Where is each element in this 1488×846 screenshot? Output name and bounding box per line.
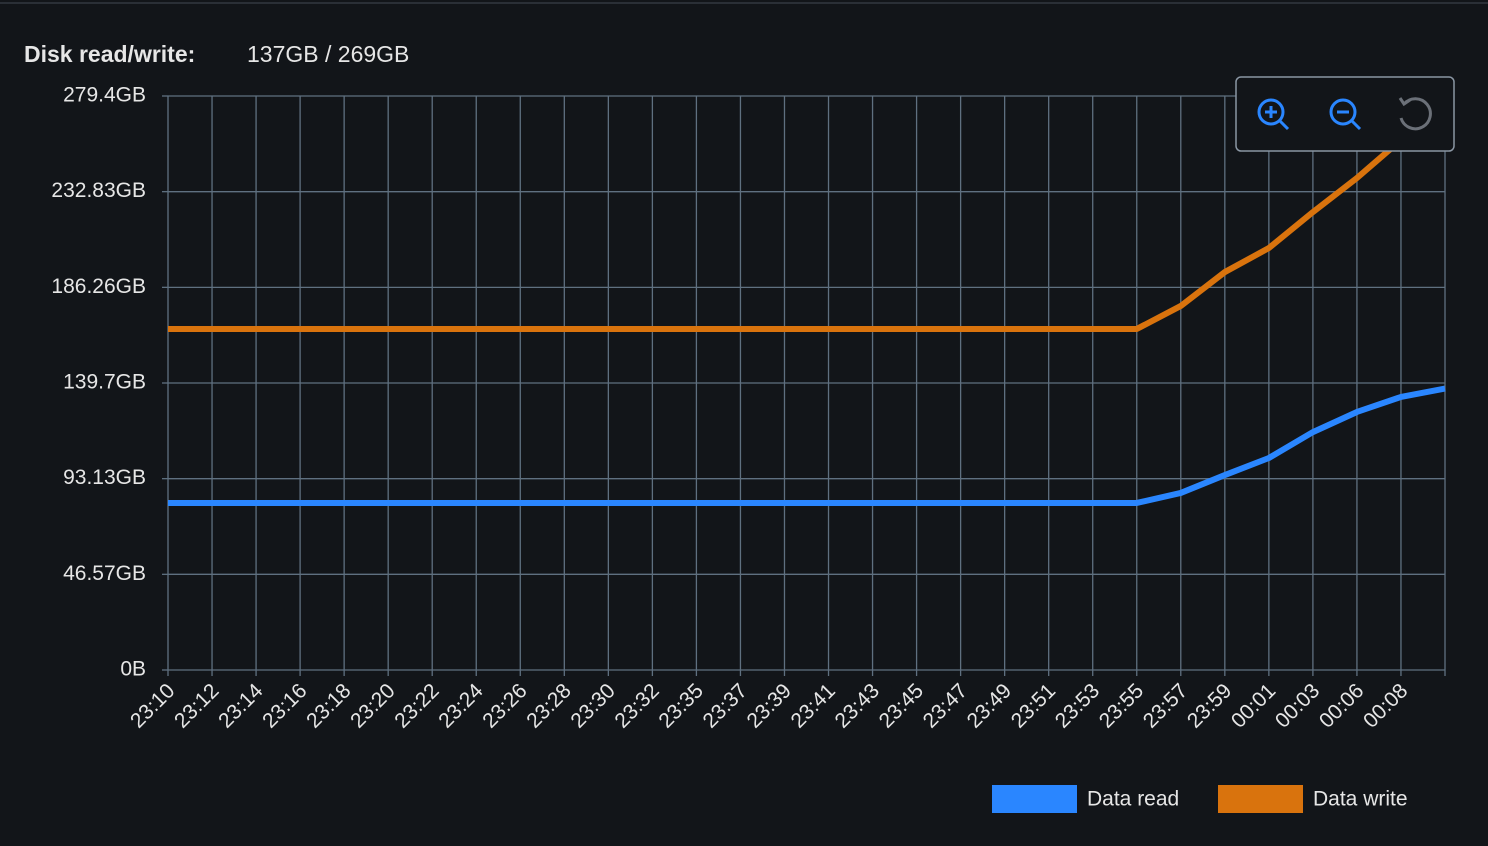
legend-label: Data write	[1313, 788, 1408, 811]
y-tick-label: 232.83GB	[51, 179, 146, 202]
toolbar	[1235, 76, 1455, 152]
chart-subtitle: 137GB / 269GB	[247, 41, 409, 67]
y-tick-label: 279.4GB	[63, 84, 146, 107]
legend: Data read Data write	[992, 785, 1408, 813]
series-line	[168, 385, 1446, 506]
chart-title: Disk read/write:	[24, 41, 195, 67]
legend-swatch	[992, 785, 1077, 813]
y-tick-label: 0B	[120, 658, 146, 681]
series-line	[168, 114, 1447, 332]
y-tick-label: 186.26GB	[51, 275, 146, 298]
zoom-in-button[interactable]	[1257, 98, 1290, 131]
y-tick-label: 93.13GB	[63, 466, 146, 489]
y-tick-label: 46.57GB	[63, 562, 146, 585]
toolbar-frame	[1235, 76, 1455, 152]
legend-swatch	[1218, 785, 1303, 813]
y-tick-label: 139.7GB	[63, 371, 146, 394]
legend-label: Data read	[1087, 788, 1179, 811]
reset-button[interactable]	[1398, 97, 1432, 131]
zoom-out-button[interactable]	[1329, 98, 1362, 131]
